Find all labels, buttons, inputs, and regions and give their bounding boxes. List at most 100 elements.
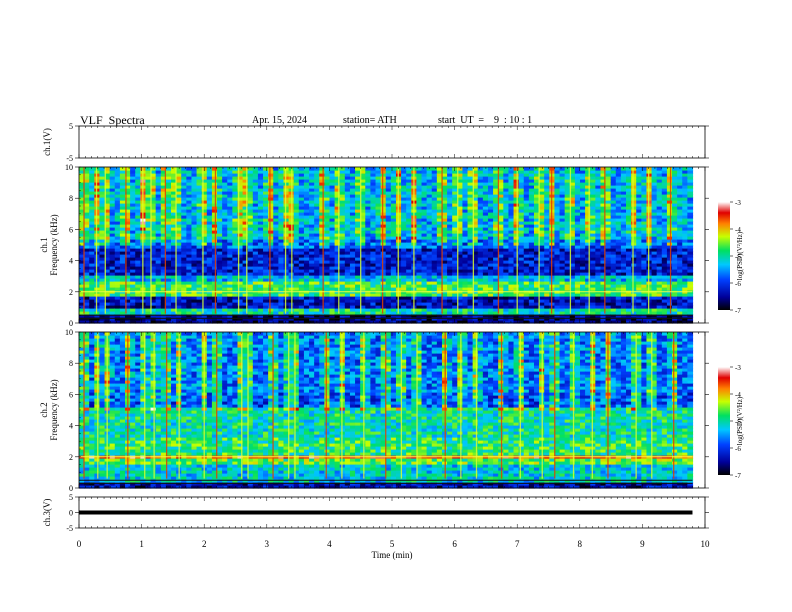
- spectrogram-cell: [79, 167, 85, 171]
- spectrogram-cell: [191, 203, 198, 207]
- spectrogram-cell: [380, 200, 387, 204]
- spectrogram-cell: [104, 254, 111, 258]
- spectrogram-cell: [201, 236, 208, 240]
- spectrogram-cell: [329, 221, 336, 225]
- spectrogram-cell: [380, 254, 387, 258]
- spectrogram-cell: [390, 245, 397, 249]
- spectrogram-cell: [421, 176, 428, 180]
- spectrogram-cell: [109, 308, 116, 312]
- spectrogram-cell: [309, 212, 315, 216]
- spectrogram-cell: [155, 293, 162, 297]
- spectrogram-cell: [268, 203, 274, 207]
- spectrogram-cell: [94, 275, 101, 279]
- spectrogram-cell: [344, 284, 351, 288]
- spectrogram-cell: [278, 212, 285, 216]
- spectrogram-cell: [380, 269, 387, 273]
- spectrogram-cell: [309, 182, 315, 186]
- spectrogram-cell: [171, 272, 177, 276]
- spectrogram-cell: [145, 296, 152, 300]
- spectrogram-cell: [94, 299, 101, 303]
- spectrogram-cell: [380, 251, 387, 255]
- spectrogram-cell: [119, 251, 126, 255]
- spectrogram-cell: [370, 185, 377, 189]
- spectrogram-cell: [416, 287, 423, 291]
- spectrogram-cell: [421, 278, 428, 282]
- spectrogram-cell: [109, 209, 116, 213]
- spectrogram-cell: [339, 269, 346, 273]
- spectrogram-cell: [273, 287, 279, 291]
- spectrogram-cell: [176, 269, 182, 273]
- spectrogram-cell: [278, 227, 285, 231]
- spectrogram-cell: [268, 197, 274, 201]
- spectrogram-cell: [222, 176, 228, 180]
- spectrogram-cell: [344, 176, 351, 180]
- spectrogram-cell: [360, 188, 366, 192]
- spectrogram-cell: [242, 206, 249, 210]
- spectrogram-cell: [94, 167, 101, 171]
- spectrogram-cell: [155, 221, 162, 225]
- spectrogram-cell: [125, 191, 131, 195]
- spectrogram-cell: [155, 242, 162, 246]
- spectrogram-cell: [191, 236, 198, 240]
- spectrogram-cell: [263, 287, 269, 291]
- spectrogram-cell: [303, 200, 310, 204]
- spectrogram-cell: [252, 236, 259, 240]
- spectrogram-cell: [211, 242, 218, 246]
- spectrogram-cell: [181, 260, 187, 264]
- spectrogram-cell: [334, 218, 341, 222]
- spectrogram-cell: [303, 176, 310, 180]
- spectrogram-cell: [319, 287, 325, 291]
- spectrogram-cell: [211, 212, 218, 216]
- spectrogram-cell: [431, 167, 438, 171]
- spectrogram-cell: [114, 275, 121, 279]
- spectrogram-cell: [421, 203, 428, 207]
- spectrogram-cell: [303, 251, 310, 255]
- spectrogram-cell: [303, 248, 310, 252]
- spectrogram-cell: [257, 242, 264, 246]
- spectrogram-cell: [155, 194, 162, 198]
- spectrogram-cell: [319, 188, 325, 192]
- spectrogram-cell: [252, 221, 259, 225]
- spectrogram-cell: [365, 227, 371, 231]
- spectrogram-cell: [201, 194, 208, 198]
- spectrogram-cell: [217, 212, 223, 216]
- spectrogram-cell: [135, 191, 141, 195]
- spectrogram-cell: [293, 308, 300, 312]
- spectrogram-cell: [135, 173, 141, 177]
- spectrogram-cell: [94, 260, 101, 264]
- spectrogram-cell: [375, 170, 382, 174]
- spectrogram-cell: [181, 182, 187, 186]
- spectrogram-cell: [217, 194, 223, 198]
- spectrogram-cell: [365, 308, 371, 312]
- spectrogram-cell: [135, 203, 141, 207]
- spectrogram-cell: [329, 275, 336, 279]
- spectrogram-cell: [196, 206, 203, 210]
- spectrogram-cell: [222, 173, 228, 177]
- spectrogram-cell: [227, 182, 233, 186]
- spectrogram-cell: [401, 239, 407, 243]
- spectrogram-cell: [293, 302, 300, 306]
- spectrogram-cell: [355, 278, 361, 282]
- spectrogram-cell: [344, 287, 351, 291]
- spectrogram-cell: [171, 191, 177, 195]
- spectrogram-cell: [334, 281, 341, 285]
- spectrogram-cell: [268, 281, 274, 285]
- spectrogram-cell: [370, 314, 377, 318]
- spectrogram-cell: [165, 191, 172, 195]
- spectrogram-cell: [293, 293, 300, 297]
- spectrogram-cell: [125, 302, 131, 306]
- spectrogram-cell: [252, 188, 259, 192]
- spectrogram-cell: [140, 320, 147, 324]
- spectrogram-cell: [314, 263, 320, 267]
- spectrogram-cell: [252, 260, 259, 264]
- spectrogram-cell: [109, 263, 116, 267]
- spectrogram-cell: [416, 194, 423, 198]
- spectrogram-cell: [160, 308, 167, 312]
- spectrogram-cell: [181, 233, 187, 237]
- spectrogram-cell: [283, 194, 290, 198]
- spectrogram-cell: [186, 251, 193, 255]
- spectrogram-cell: [222, 206, 228, 210]
- spectrogram-cell: [314, 200, 320, 204]
- spectrogram-cell: [176, 203, 182, 207]
- spectrogram-cell: [293, 281, 300, 285]
